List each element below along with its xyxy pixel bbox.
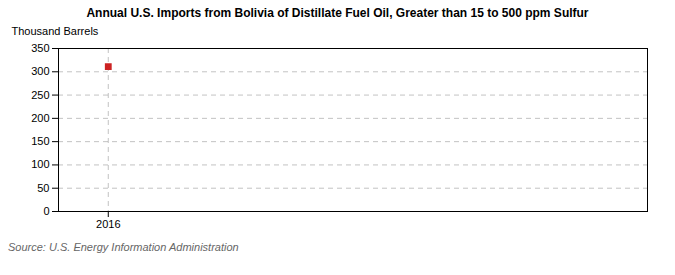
svg-text:100: 100 bbox=[31, 158, 49, 170]
svg-text:200: 200 bbox=[31, 112, 49, 124]
svg-text:150: 150 bbox=[31, 135, 49, 147]
svg-text:2016: 2016 bbox=[96, 218, 120, 230]
svg-text:0: 0 bbox=[43, 205, 49, 217]
svg-text:300: 300 bbox=[31, 65, 49, 77]
html-text:Annual U.S. Imports from Boliv: Annual U.S. Imports from Bolivia of Dist… bbox=[86, 6, 589, 20]
svg-text:Thousand Barrels: Thousand Barrels bbox=[12, 25, 99, 37]
svg-text:50: 50 bbox=[37, 182, 49, 194]
svg-text:250: 250 bbox=[31, 89, 49, 101]
html-text:Source: U.S. Energy Informatio: Source: U.S. Energy Information Administ… bbox=[8, 241, 239, 253]
svg-text:350: 350 bbox=[31, 42, 49, 54]
